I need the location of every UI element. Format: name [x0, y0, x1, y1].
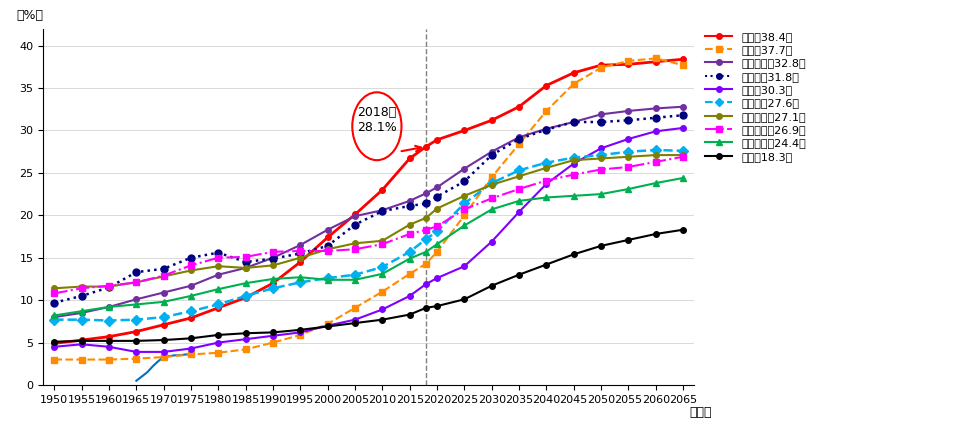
X-axis label: （年）: （年）	[689, 407, 711, 420]
Y-axis label: （%）: （%）	[17, 9, 44, 22]
Legend: 日本（38.4）, 韓国（37.7）, イタリア（32.8）, ドイツ（31.8）, 中国（30.3）, カナダ（27.6）, フランス（27.1）, イギリス: 日本（38.4）, 韓国（37.7）, イタリア（32.8）, ドイツ（31.8…	[700, 27, 810, 166]
Text: 2018年
28.1%: 2018年 28.1%	[357, 106, 396, 134]
